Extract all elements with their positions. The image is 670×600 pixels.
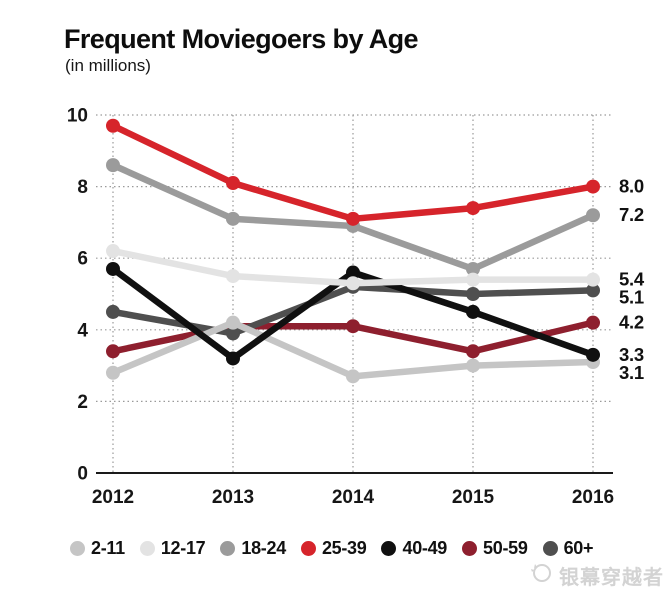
end-label-60+: 5.1 (619, 287, 644, 308)
legend-label-50-59: 50-59 (483, 538, 528, 558)
y-tick-label-10: 10 (67, 106, 88, 127)
series-point-25-39-2016 (586, 179, 600, 194)
end-label-12-17: 5.4 (619, 269, 645, 290)
x-tick-label-2013: 2013 (212, 487, 254, 508)
series-point-40-49-2013 (226, 351, 240, 366)
legend-item-12-17: 12-17 (139, 538, 206, 559)
end-label-25-39: 8.0 (619, 176, 644, 197)
series-point-25-39-2014 (346, 211, 360, 226)
x-tick-label-2012: 2012 (92, 487, 134, 508)
legend-swatch-12-17 (139, 541, 155, 556)
legend-item-18-24: 18-24 (220, 538, 286, 559)
x-tick-label-2015: 2015 (452, 487, 495, 508)
series-point-60+-2016 (586, 283, 600, 298)
series-point-50-59-2012 (106, 344, 120, 359)
y-tick-label-4: 4 (77, 320, 88, 341)
legend-item-40-49: 40-49 (381, 538, 447, 559)
legend-label-2-11: 2-11 (91, 538, 125, 558)
series-point-50-59-2014 (346, 319, 360, 334)
legend-swatch-60+ (542, 541, 558, 556)
watermark-text: 银幕穿越者 (559, 566, 664, 589)
line-chart: 0 2 4 6 8 10 2012 2013 2014 2015 2016 8.0 7.2 5.45.1 4… (67, 106, 645, 509)
legend-label-18-24: 18-24 (241, 538, 286, 558)
series-point-50-59-2015 (466, 344, 480, 359)
series-point-18-24-2013 (226, 211, 240, 226)
series-point-60+-2015 (466, 287, 480, 301)
series-point-50-59-2016 (586, 315, 600, 330)
end-label-2-11: 3.1 (619, 362, 644, 383)
y-tick-label-2: 2 (77, 392, 88, 413)
series-point-18-24-2012 (106, 158, 120, 173)
end-label-50-59: 4.2 (619, 312, 644, 333)
chart-subtitle: (in millions) (65, 56, 151, 75)
watermark: 银幕穿越者 (529, 560, 664, 590)
y-tick-label-6: 6 (77, 249, 88, 270)
series-point-2-11-2012 (106, 365, 120, 380)
series-point-12-17-2013 (226, 269, 240, 284)
series-point-40-49-2015 (466, 304, 480, 319)
series-point-40-49-2012 (106, 261, 120, 276)
series-point-12-17-2014 (346, 276, 360, 291)
legend-swatch-2-11 (70, 541, 85, 556)
series-point-2-11-2014 (346, 369, 360, 384)
series-point-2-11-2013 (226, 315, 240, 330)
series-point-25-39-2013 (226, 176, 240, 191)
series-line-25-39 (109, 122, 597, 223)
legend-label-25-39: 25-39 (321, 538, 367, 558)
chart-legend: 2-11 12-17 18-24 25-39 40-49 50-59 60+ (70, 538, 650, 559)
legend-label-12-17: 12-17 (160, 538, 206, 558)
legend-label-60+: 60+ (563, 538, 594, 558)
x-tick-label-2016: 2016 (572, 487, 614, 508)
series-point-40-49-2014 (346, 265, 360, 280)
legend-item-2-11: 2-11 (70, 538, 125, 559)
legend-item-60+: 60+ (542, 538, 594, 559)
legend-swatch-40-49 (381, 541, 397, 556)
y-tick-label-0: 0 (77, 464, 88, 485)
legend-swatch-18-24 (220, 541, 236, 556)
series-point-25-39-2015 (466, 201, 480, 216)
legend-item-25-39: 25-39 (300, 538, 367, 559)
y-tick-label-8: 8 (77, 177, 88, 198)
watermark-logo-icon (529, 560, 553, 590)
series-point-60+-2013 (226, 326, 240, 341)
legend-item-50-59: 50-59 (462, 538, 528, 559)
legend-swatch-25-39 (300, 541, 316, 556)
series-point-40-49-2016 (586, 347, 600, 362)
end-label-40-49: 3.3 (619, 344, 644, 365)
x-tick-label-2014: 2014 (332, 487, 375, 508)
series-point-2-11-2015 (466, 358, 480, 373)
legend-label-40-49: 40-49 (402, 538, 448, 558)
legend-swatch-50-59 (462, 541, 478, 556)
chart-title: Frequent Moviegoers by Age (64, 24, 419, 54)
series-point-12-17-2015 (466, 272, 480, 287)
end-label-18-24: 7.2 (619, 204, 644, 225)
series-point-25-39-2012 (106, 118, 120, 133)
series-point-12-17-2016 (586, 272, 600, 287)
series-point-60+-2012 (106, 304, 120, 319)
series-point-18-24-2015 (466, 261, 480, 276)
series-point-18-24-2016 (586, 208, 600, 223)
series-point-12-17-2012 (106, 244, 120, 259)
